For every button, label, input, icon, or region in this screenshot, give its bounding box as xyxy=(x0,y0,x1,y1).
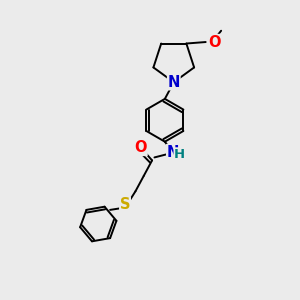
Text: O: O xyxy=(208,34,221,50)
Text: N: N xyxy=(168,75,180,90)
Text: N: N xyxy=(167,145,179,160)
Text: H: H xyxy=(174,148,185,161)
Text: O: O xyxy=(134,140,147,155)
Text: S: S xyxy=(120,197,130,212)
